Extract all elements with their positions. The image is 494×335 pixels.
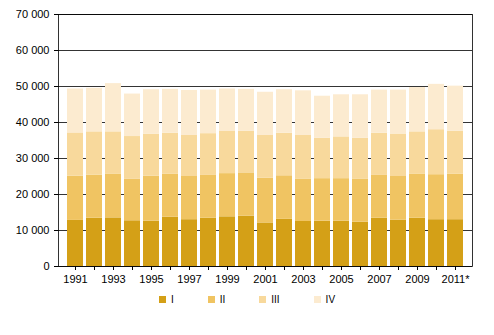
svg-text:1991: 1991 [63,273,87,285]
svg-text:60 000: 60 000 [16,44,50,56]
svg-text:30 000: 30 000 [16,152,50,164]
svg-text:2009: 2009 [405,273,429,285]
html-text:IV: IV [325,294,336,305]
svg-text:1995: 1995 [139,273,163,285]
html-text:II: II [219,294,226,305]
svg-text:2011*: 2011* [442,273,471,285]
svg-text:10 000: 10 000 [16,224,50,236]
svg-text:0: 0 [43,260,49,272]
svg-text:2005: 2005 [329,273,353,285]
svg-text:20 000: 20 000 [16,188,50,200]
html-text:III: III [271,294,280,305]
svg-text:2003: 2003 [291,273,315,285]
svg-text:70 000: 70 000 [16,8,50,20]
html-text:I: I [170,294,174,305]
svg-text:40 000: 40 000 [16,116,50,128]
svg-text:1993: 1993 [101,273,125,285]
svg-text:50 000: 50 000 [16,80,50,92]
svg-text:2007: 2007 [367,273,391,285]
svg-text:1999: 1999 [215,273,239,285]
svg-text:1997: 1997 [177,273,201,285]
svg-text:2001: 2001 [253,273,277,285]
